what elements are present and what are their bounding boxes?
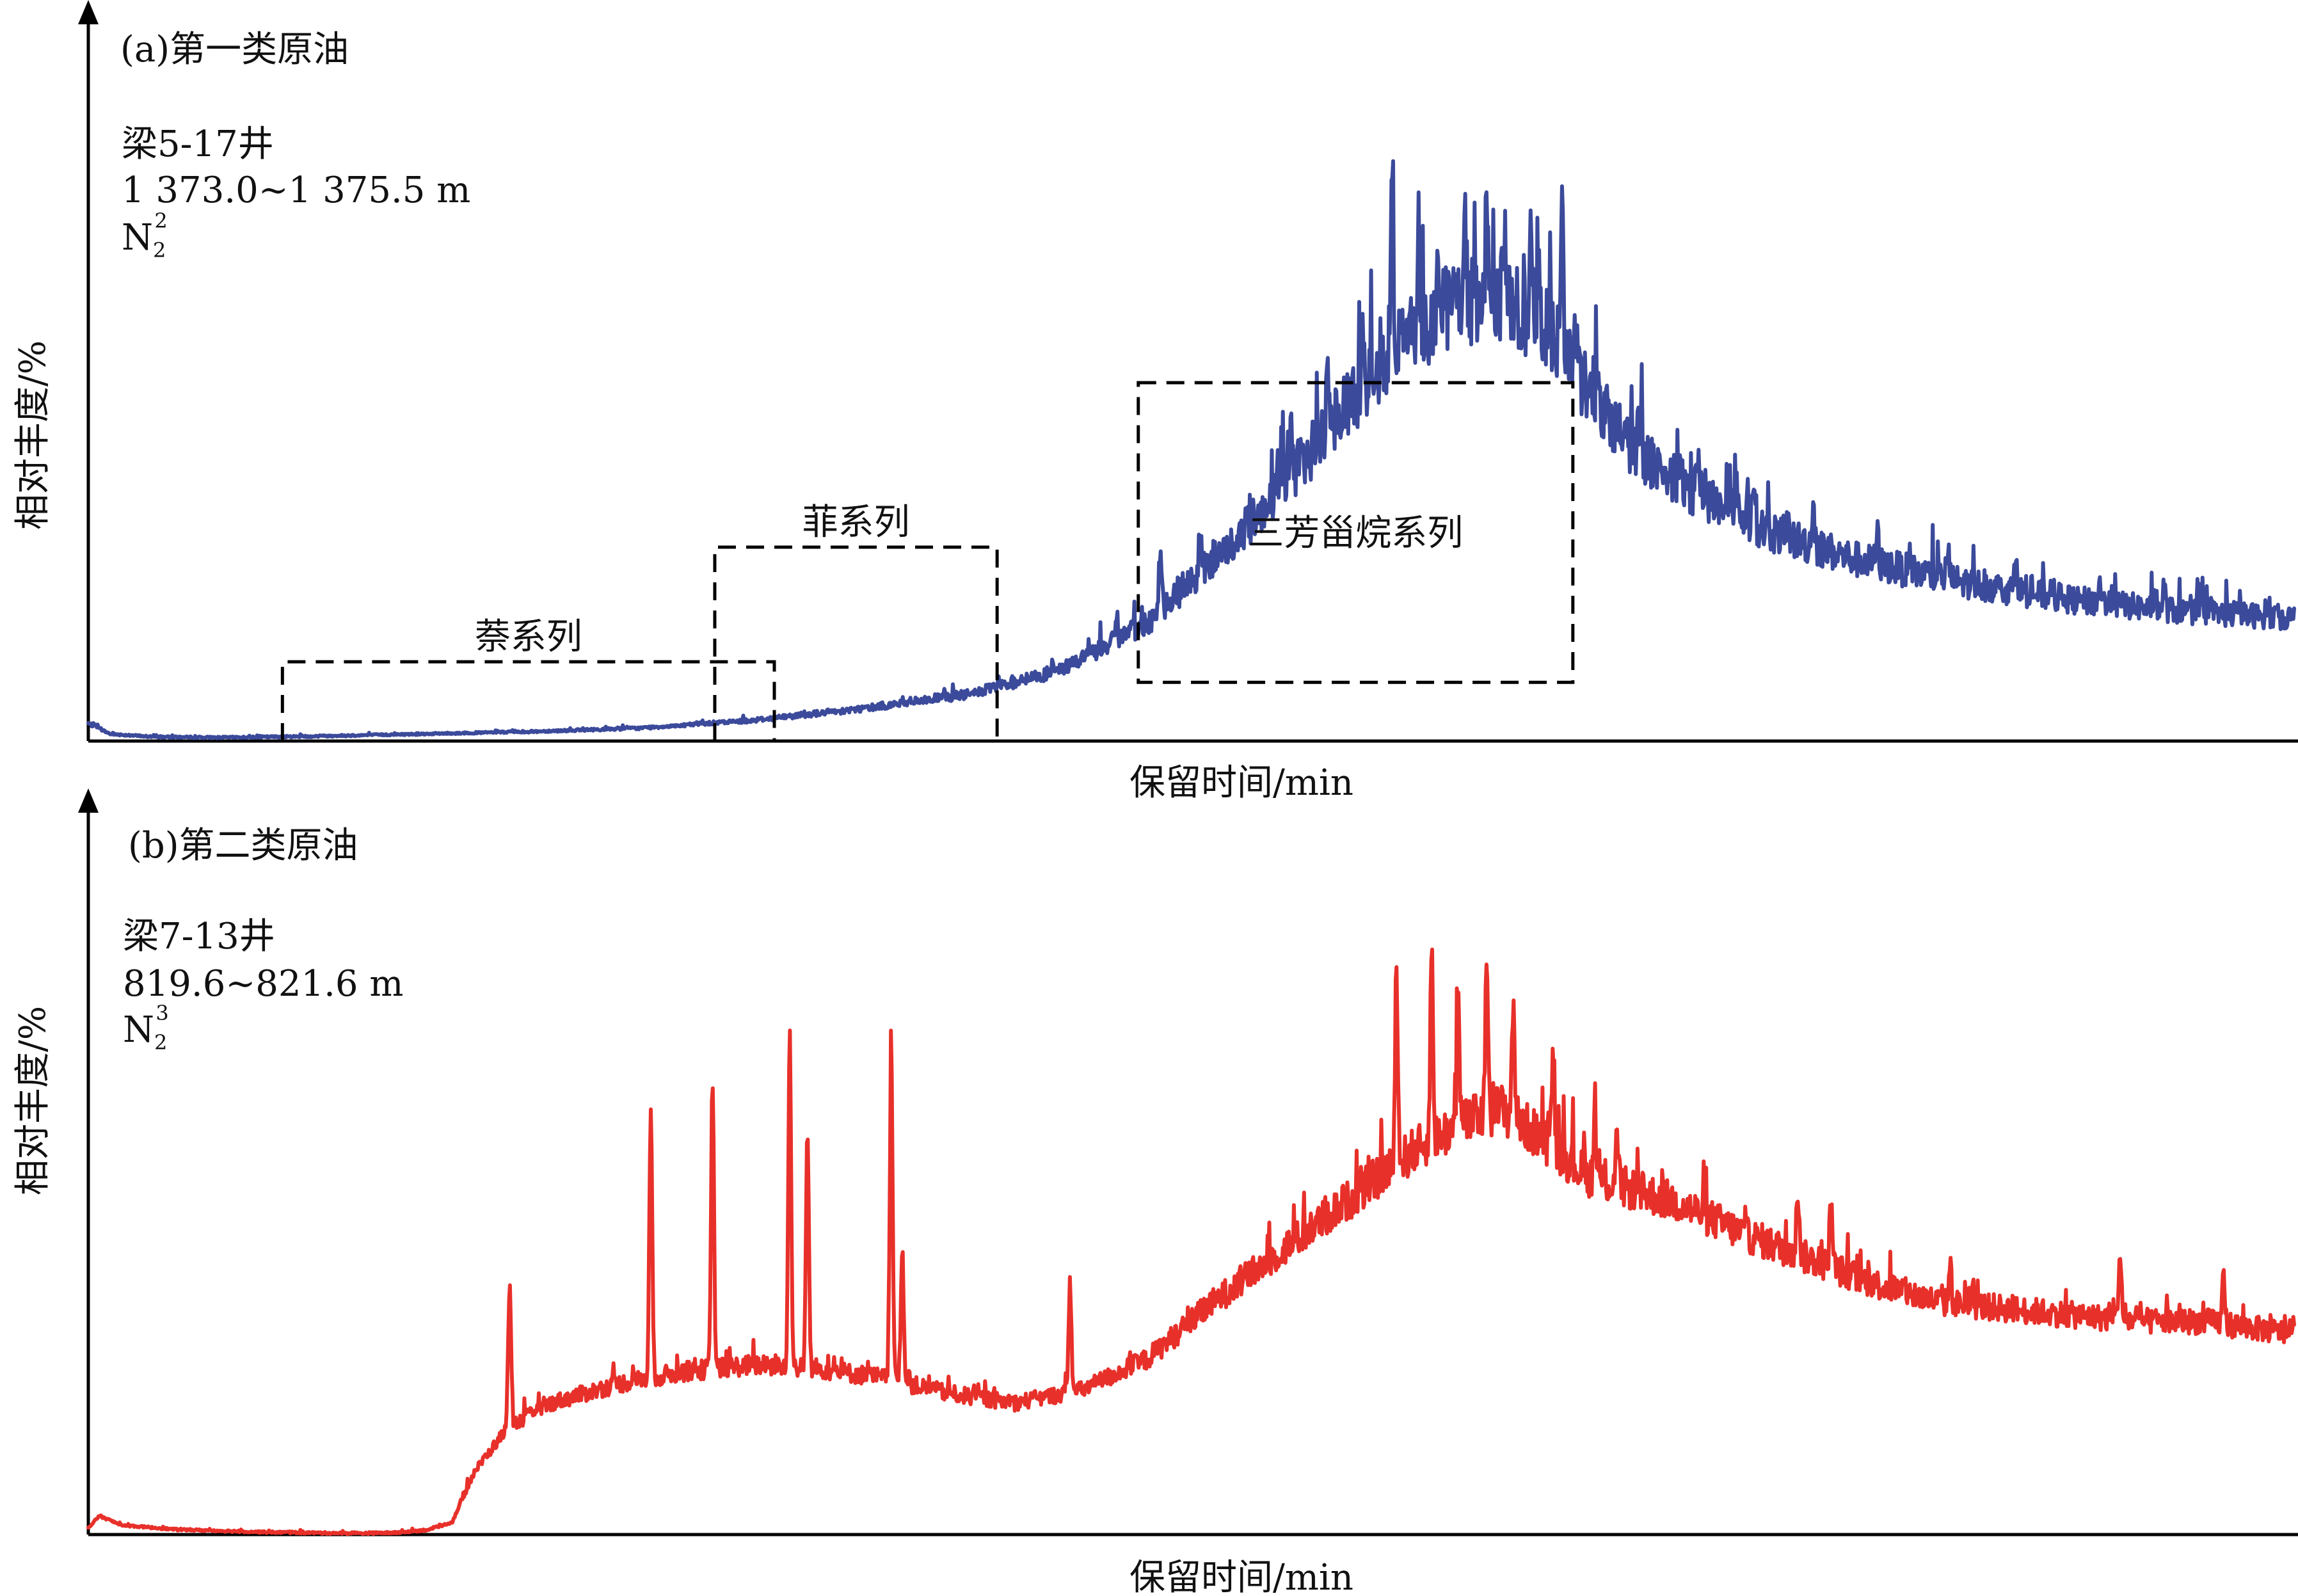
peak-point — [1561, 218, 1563, 219]
peak-point — [1797, 1189, 1798, 1190]
peak-point — [1813, 506, 1814, 507]
panel-a: 萘系列 菲系列 三芳甾烷系列 (a)第一类原油 梁5-17井 1 373.0~1 3… — [12, 0, 2298, 804]
region-box — [1137, 381, 1575, 684]
peak-point — [1199, 529, 1201, 531]
peak-point — [1698, 458, 1699, 459]
peak-point — [1438, 259, 1439, 260]
peak-point — [1949, 1265, 1951, 1266]
region-label: 菲系列 — [802, 502, 910, 543]
peak-point — [789, 1032, 790, 1033]
well-name-b: 梁7-13井 — [123, 916, 275, 957]
peak-point — [1753, 476, 1755, 477]
panel-b: (b)第二类原油 梁7-13井 819.6~821.6 m N2 3 相对丰度/%… — [12, 788, 2298, 1596]
depth-a: 1 373.0~1 375.5 m — [122, 170, 470, 211]
peak-point — [2164, 587, 2165, 589]
compound-regions-a: 萘系列 菲系列 三芳甾烷系列 — [280, 381, 1575, 741]
formation-sub-a: 2 — [153, 238, 166, 262]
peak-point — [1290, 429, 1291, 431]
peak-point — [1458, 1001, 1459, 1002]
peak-point — [1513, 1001, 1514, 1002]
formation-base-a: N — [122, 217, 153, 259]
peak-point — [1947, 552, 1949, 554]
peak-point — [2119, 1252, 2121, 1253]
peak-point — [891, 1045, 892, 1046]
panel-label-b: (b)第二类原油 — [128, 825, 358, 866]
trace-b — [86, 947, 2296, 1536]
peak-point — [1069, 1283, 1071, 1284]
peak-point — [1362, 329, 1364, 330]
peak-point — [1464, 229, 1465, 230]
peak-point — [1616, 1139, 1618, 1140]
peak-point — [1431, 951, 1432, 952]
formation-b: N2 3 — [123, 1001, 169, 1055]
peak-point — [2223, 1277, 2224, 1278]
x-axis-label-a: 保留时间/min — [1129, 762, 1353, 804]
peak-point — [1327, 365, 1329, 366]
peak-point — [712, 1076, 714, 1078]
peak-point — [1830, 1202, 1831, 1203]
formation-sub-b: 2 — [154, 1030, 167, 1055]
peak-point — [509, 1283, 510, 1284]
region-label: 三芳甾烷系列 — [1248, 513, 1463, 554]
peak-point — [1396, 970, 1397, 971]
peak-point — [1594, 1120, 1595, 1121]
peak-point — [807, 1126, 808, 1128]
depth-b: 819.6~821.6 m — [123, 963, 403, 1005]
region-box — [713, 545, 999, 741]
peak-point — [1391, 177, 1392, 178]
series-line — [86, 947, 2296, 1536]
y-axis-arrow-a — [78, 0, 99, 24]
panel-label-a: (a)第一类原油 — [120, 29, 349, 70]
formation-sup-a: 2 — [154, 209, 167, 233]
peak-point — [1418, 229, 1419, 230]
peak-point — [650, 1108, 651, 1109]
peak-point — [1530, 200, 1531, 201]
peak-point — [1160, 547, 1161, 548]
y-axis-label-b: 相对丰度/% — [12, 1006, 54, 1195]
trace-a — [86, 159, 2296, 740]
peak-point — [1486, 963, 1487, 964]
peak-point — [1574, 312, 1576, 313]
formation-a: N2 2 — [122, 209, 168, 262]
peak-point — [1504, 235, 1505, 237]
region-label: 萘系列 — [475, 616, 582, 658]
peak-point — [1486, 206, 1487, 207]
x-axis-label-b: 保留时间/min — [1129, 1557, 1353, 1596]
formation-sup-b: 3 — [156, 1001, 168, 1025]
peak-point — [1877, 535, 1878, 536]
region-box — [280, 660, 776, 741]
peak-point — [1552, 1039, 1554, 1040]
peak-point — [902, 1245, 903, 1247]
y-axis-label-a: 相对丰度/% — [12, 340, 54, 530]
peak-point — [2016, 564, 2017, 566]
y-axis-arrow-b — [78, 788, 99, 813]
series-line — [86, 159, 2296, 740]
peak-point — [2100, 582, 2101, 583]
well-name-a: 梁5-17井 — [122, 124, 274, 165]
formation-base-b: N — [123, 1009, 154, 1051]
peak-point — [1638, 423, 1640, 424]
